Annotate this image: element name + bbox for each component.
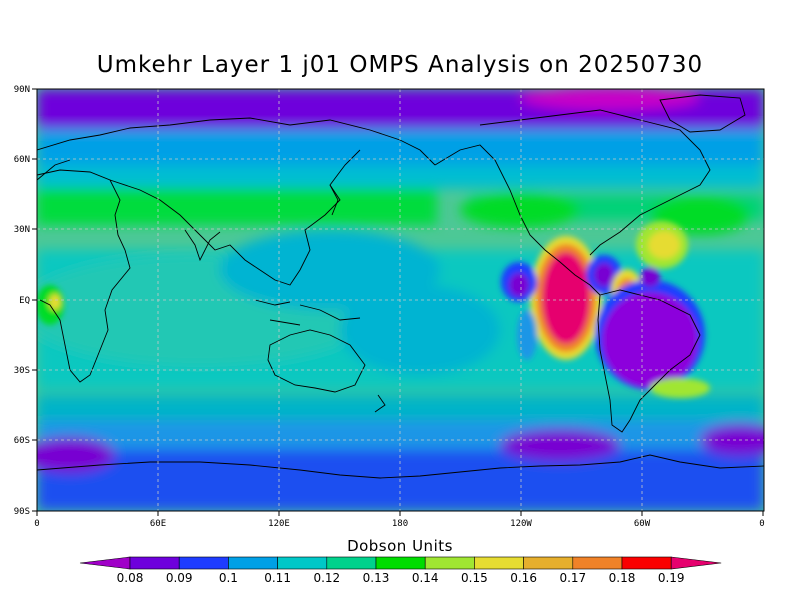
ozone-contour-field	[37, 89, 764, 511]
colorbar-swatch	[326, 556, 377, 570]
y-tick-label: EQ	[19, 296, 30, 306]
y-tick-label: 30S	[14, 366, 30, 376]
colorbar-swatch-low	[79, 556, 131, 570]
colorbar-label: 0.09	[166, 571, 193, 585]
colorbar-label: 0.14	[412, 571, 439, 585]
x-tick-label: 120E	[268, 519, 290, 529]
colorbar-label: 0.11	[264, 571, 291, 585]
x-tick-label: 0	[34, 519, 39, 529]
x-tick-label: 60E	[150, 519, 166, 529]
x-tick-label: 60W	[634, 519, 651, 529]
colorbar-title: Dobson Units	[347, 537, 453, 555]
colorbar-swatch	[228, 556, 278, 570]
map-title: Umkehr Layer 1 j01 OMPS Analysis on 2025…	[96, 52, 704, 78]
colorbar-label: 0.17	[559, 571, 586, 585]
colorbar-label: 0.18	[609, 571, 636, 585]
y-tick-label: 90N	[14, 85, 30, 95]
colorbar-label: 0.1	[219, 571, 238, 585]
colorbar-swatch	[129, 556, 180, 570]
colorbar-label: 0.16	[510, 571, 537, 585]
colorbar-swatch	[178, 556, 229, 570]
colorbar-label: 0.15	[461, 571, 488, 585]
x-tick-label: 120W	[510, 519, 532, 529]
colorbar-swatch	[621, 556, 672, 570]
colorbar-label: 0.13	[363, 571, 390, 585]
colorbar-swatch	[424, 556, 475, 570]
colorbar-swatch	[277, 556, 328, 570]
colorbar-swatch	[375, 556, 426, 570]
y-axis: 90N 60N 30N EQ 30S 60S 90S	[14, 85, 37, 517]
colorbar-label: 0.19	[658, 571, 685, 585]
y-tick-label: 30N	[14, 225, 30, 235]
y-tick-label: 60S	[14, 436, 30, 446]
x-axis: 0 60E 120E 180 120W 60W 0	[34, 511, 765, 529]
x-tick-label: 180	[392, 519, 408, 529]
coastlines	[37, 94, 764, 479]
colorbar-swatch	[474, 556, 524, 570]
colorbar-label: 0.08	[117, 571, 144, 585]
x-tick-label: 0	[759, 519, 764, 529]
colorbar-swatch-high	[670, 556, 722, 570]
colorbar: 0.08 0.09 0.1 0.11 0.12 0.13 0.14 0.15 0.16 0.17 0…	[79, 556, 722, 585]
gridlines	[37, 89, 764, 511]
colorbar-swatch	[523, 556, 574, 570]
colorbar-swatch	[572, 556, 623, 570]
colorbar-label: 0.12	[313, 571, 340, 585]
y-tick-label: 90S	[14, 507, 30, 517]
y-tick-label: 60N	[14, 155, 30, 165]
